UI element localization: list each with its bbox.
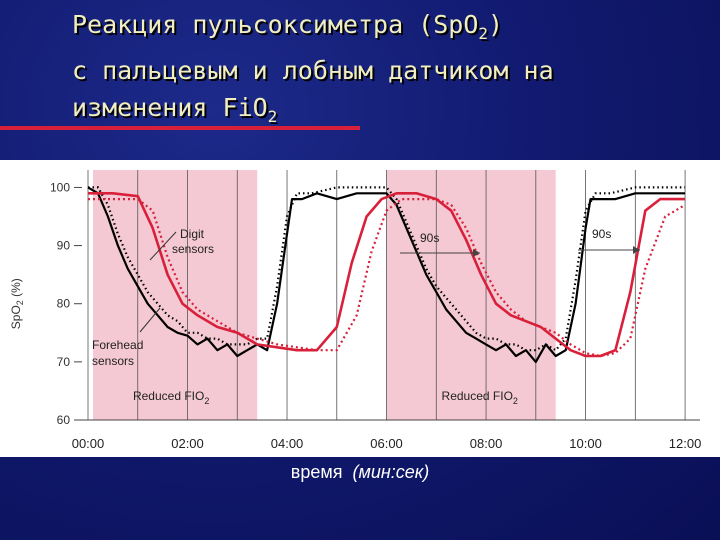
forehead-pointer-line: [139, 307, 161, 333]
annotation-90s-1: 90s: [420, 231, 439, 245]
y-axis-label-unit: (%): [9, 278, 23, 300]
title-underline: [0, 126, 360, 130]
y-tick-label-80: 80: [57, 297, 71, 311]
shaded-region-label-sub-1: 2: [204, 396, 209, 406]
title-line-1-subscript: 2: [478, 24, 489, 43]
annotation-digit-line2: sensors: [172, 242, 214, 256]
x-axis-caption-unit: (мин:сек): [352, 462, 430, 482]
title-line-3: изменения FiO2: [72, 93, 278, 126]
x-tick-label-1200: 12:00: [669, 436, 702, 451]
title-line-1: Реакция пульсоксиметра (SpO2): [72, 10, 504, 43]
y-axis-label: SpO2 (%): [9, 278, 25, 329]
annotation-90s-2: 90s: [592, 227, 611, 241]
shaded-region-2: [386, 170, 556, 420]
series-red-solid: [88, 192, 686, 358]
x-axis-caption-main: время: [290, 462, 343, 482]
x-tick-label-0600: 06:00: [370, 436, 403, 451]
x-axis-caption: время (мин:сек): [0, 462, 720, 483]
annotation-forehead-line1: Forehead: [92, 338, 143, 352]
shaded-region-label-2: Reduced FIO2: [442, 389, 518, 406]
x-tick-label-0800: 08:00: [470, 436, 503, 451]
title-line-2: с пальцевым и лобным датчиком на: [72, 56, 554, 85]
shading-layer: [92, 170, 556, 420]
slide-title: Реакция пульсоксиметра (SpO2) с пальцевы…: [72, 6, 692, 135]
y-tick-label-60: 60: [57, 413, 71, 427]
series-red-dotted: [88, 198, 686, 358]
annotation-digit-line1: Digit: [180, 227, 205, 241]
y-axis-label-sub: 2: [15, 300, 25, 305]
shaded-region-label-1: Reduced FIO2: [133, 389, 209, 406]
title-line-3-subscript: 2: [267, 107, 278, 126]
x-tick-label-1000: 10:00: [569, 436, 602, 451]
shaded-region-1: [92, 170, 258, 420]
annotation-forehead-line2: sensors: [92, 354, 134, 368]
arrow-90s-2-head: [633, 246, 640, 254]
arrow-90s-1-head: [473, 249, 480, 257]
grid-layer: [87, 170, 686, 420]
y-tick-label-90: 90: [57, 239, 71, 253]
shaded-region-label-sub-2: 2: [513, 396, 518, 406]
digit-pointer-line: [149, 231, 177, 261]
x-tick-label-0200: 02:00: [171, 436, 204, 451]
x-tick-label-0000: 00:00: [72, 436, 105, 451]
y-tick-label-100: 100: [50, 180, 70, 194]
x-tick-label-0400: 04:00: [271, 436, 304, 451]
chart-panel: 100 90 80 70 60 00:00 02:00 04:00 06:00 08:00 10:0…: [0, 160, 720, 457]
series-black-solid: [87, 186, 686, 363]
series-layer: [87, 186, 686, 363]
y-tick-label-70: 70: [57, 355, 71, 369]
annotation-layer: Reduced FIO2 Reduced FIO2DigitsensorsFore…: [92, 227, 640, 406]
